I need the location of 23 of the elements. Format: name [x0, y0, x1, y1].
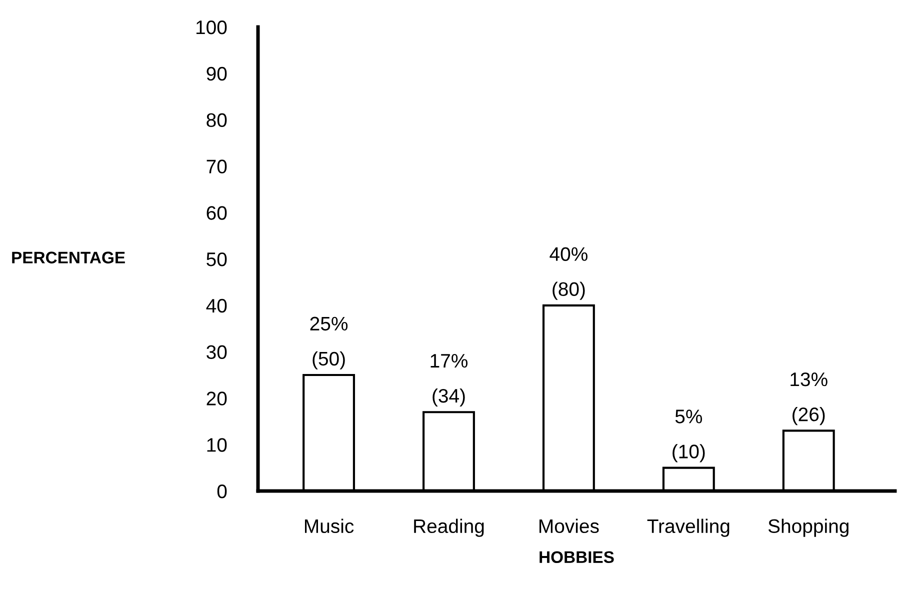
y-tick-label: 20	[206, 392, 227, 406]
x-tick-label: Reading	[414, 518, 484, 537]
data-label: 40% (80)	[550, 247, 588, 300]
y-tick-label: 30	[206, 345, 227, 360]
x-tick-label: Shopping	[768, 518, 848, 537]
x-axis-title: HOBBIES	[540, 551, 614, 564]
y-tick-label: 50	[206, 252, 227, 266]
y-tick-label: 80	[206, 113, 227, 128]
y-axis-title: PERCENTAGE	[12, 252, 125, 264]
x-tick-label: Movies	[540, 518, 599, 534]
x-tick-label: Music	[304, 518, 354, 534]
y-tick-label: 10	[207, 438, 227, 452]
data-label: 13% (26)	[790, 372, 828, 426]
y-tick-label: 90	[206, 66, 227, 81]
y-tick-label: 60	[206, 206, 227, 220]
data-label: 5% (10)	[672, 410, 705, 462]
x-tick-label: Travelling	[647, 518, 730, 537]
data-label: 25% (50)	[310, 316, 348, 370]
y-tick-label: 100	[196, 20, 227, 34]
y-tick-label: 0	[217, 484, 227, 498]
y-tick-label: 40	[206, 298, 227, 313]
y-tick-label: 70	[206, 160, 227, 174]
data-label: 17% (34)	[430, 354, 468, 407]
